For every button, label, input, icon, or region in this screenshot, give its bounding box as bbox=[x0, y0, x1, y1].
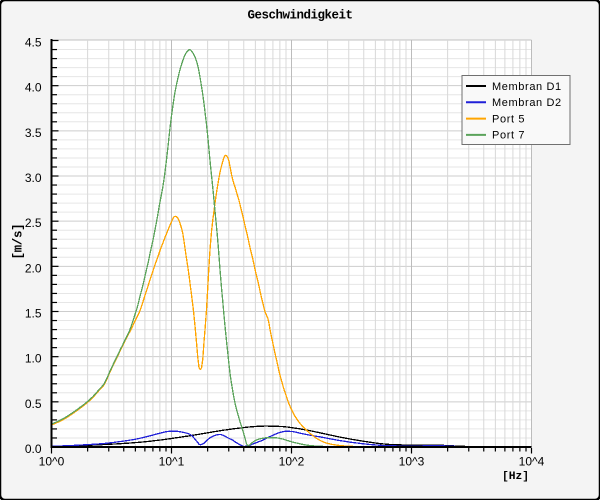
svg-text:2.5: 2.5 bbox=[25, 216, 42, 230]
svg-text:Membran D1: Membran D1 bbox=[492, 81, 562, 93]
svg-text:Membran D2: Membran D2 bbox=[492, 97, 562, 109]
svg-text:Geschwindigkeit: Geschwindigkeit bbox=[247, 9, 352, 23]
svg-text:10^2: 10^2 bbox=[279, 455, 305, 469]
svg-text:1.5: 1.5 bbox=[25, 307, 42, 321]
svg-text:[Hz]: [Hz] bbox=[502, 471, 529, 483]
svg-text:3.5: 3.5 bbox=[25, 126, 42, 140]
svg-text:10^3: 10^3 bbox=[399, 455, 425, 469]
svg-text:4.5: 4.5 bbox=[25, 36, 42, 50]
svg-text:Port 7: Port 7 bbox=[492, 130, 525, 142]
svg-text:[m/s]: [m/s] bbox=[12, 224, 26, 260]
svg-text:10^0: 10^0 bbox=[39, 455, 65, 469]
svg-text:2.0: 2.0 bbox=[25, 261, 42, 275]
svg-text:10^1: 10^1 bbox=[159, 455, 185, 469]
svg-text:3.0: 3.0 bbox=[25, 171, 42, 185]
svg-text:10^4: 10^4 bbox=[519, 455, 545, 469]
svg-text:0.0: 0.0 bbox=[25, 442, 42, 456]
svg-text:Port 5: Port 5 bbox=[492, 113, 525, 125]
svg-text:4.0: 4.0 bbox=[25, 81, 42, 95]
svg-text:1.0: 1.0 bbox=[25, 352, 42, 366]
svg-text:0.5: 0.5 bbox=[25, 397, 42, 411]
